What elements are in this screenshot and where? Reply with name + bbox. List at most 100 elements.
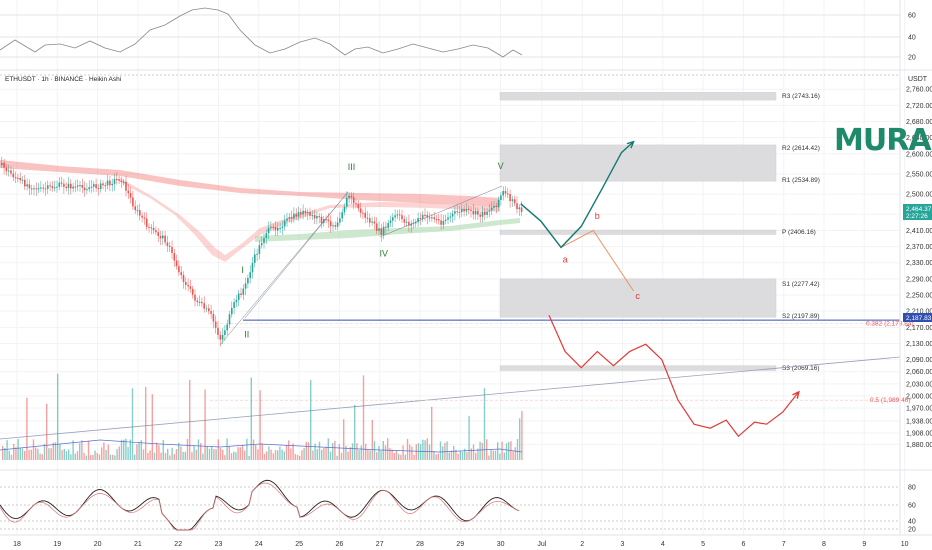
candle-body[interactable] — [157, 232, 159, 237]
candle-body[interactable] — [205, 308, 208, 310]
candle-body[interactable] — [249, 272, 251, 279]
candle-body[interactable] — [412, 223, 415, 225]
candle-body[interactable] — [254, 254, 256, 263]
candle-body[interactable] — [72, 186, 74, 189]
candle-body[interactable] — [474, 210, 477, 215]
candle-body[interactable] — [214, 321, 217, 328]
candle-body[interactable] — [451, 213, 454, 217]
candle-body[interactable] — [465, 208, 468, 212]
candle-body[interactable] — [191, 288, 194, 295]
candle-body[interactable] — [444, 219, 447, 221]
candle-body[interactable] — [467, 208, 470, 210]
candle-body[interactable] — [325, 219, 327, 221]
candle-body[interactable] — [242, 288, 245, 295]
upper-oscillator-line[interactable] — [0, 7, 523, 58]
candle-body[interactable] — [458, 211, 461, 213]
candle-body[interactable] — [272, 226, 274, 228]
candle-body[interactable] — [122, 181, 125, 183]
candle-body[interactable] — [208, 308, 210, 312]
candle-body[interactable] — [1, 162, 3, 165]
candle-body[interactable] — [173, 253, 176, 261]
candle-body[interactable] — [355, 203, 357, 205]
candle-body[interactable] — [58, 182, 61, 187]
candle-body[interactable] — [410, 223, 412, 226]
candle-body[interactable] — [97, 188, 100, 190]
candle-body[interactable] — [247, 278, 249, 284]
candle-body[interactable] — [226, 324, 228, 331]
candle-body[interactable] — [150, 227, 153, 229]
candle-body[interactable] — [463, 208, 465, 212]
candle-body[interactable] — [145, 218, 148, 227]
candle-body[interactable] — [435, 219, 438, 221]
candle-body[interactable] — [164, 235, 166, 243]
candle-body[interactable] — [63, 183, 65, 187]
candle-body[interactable] — [293, 213, 295, 219]
candle-body[interactable] — [37, 188, 40, 190]
candle-body[interactable] — [346, 197, 348, 207]
candle-body[interactable] — [385, 226, 387, 228]
candle-body[interactable] — [490, 207, 493, 211]
candle-body[interactable] — [53, 187, 56, 189]
candle-body[interactable] — [428, 217, 431, 219]
candle-body[interactable] — [7, 170, 10, 172]
candle-body[interactable] — [334, 225, 337, 227]
candle-body[interactable] — [166, 242, 169, 246]
candle-body[interactable] — [152, 227, 155, 231]
candle-body[interactable] — [329, 221, 332, 227]
candle-body[interactable] — [405, 221, 408, 223]
candle-body[interactable] — [171, 246, 173, 254]
candle-body[interactable] — [417, 218, 419, 223]
candle-body[interactable] — [194, 294, 196, 301]
candle-body[interactable] — [116, 179, 118, 181]
candle-body[interactable] — [371, 221, 373, 223]
candle-body[interactable] — [442, 220, 445, 225]
candle-body[interactable] — [495, 205, 498, 208]
candle-body[interactable] — [419, 218, 422, 220]
candle-body[interactable] — [493, 205, 495, 208]
candle-body[interactable] — [81, 184, 84, 188]
candle-body[interactable] — [19, 177, 21, 181]
candle-body[interactable] — [497, 200, 500, 208]
candle-body[interactable] — [136, 210, 139, 212]
candle-body[interactable] — [228, 314, 231, 325]
candle-body[interactable] — [79, 184, 81, 186]
candle-body[interactable] — [198, 301, 201, 303]
candle-body[interactable] — [162, 235, 164, 239]
candle-body[interactable] — [83, 187, 86, 191]
candle-body[interactable] — [309, 211, 311, 216]
candle-body[interactable] — [235, 300, 238, 303]
candle-body[interactable] — [196, 300, 199, 303]
candle-body[interactable] — [5, 167, 8, 172]
candle-body[interactable] — [364, 212, 366, 218]
candle-body[interactable] — [270, 226, 272, 228]
candle-body[interactable] — [472, 210, 475, 215]
candle-body[interactable] — [233, 302, 235, 308]
candle-body[interactable] — [129, 193, 132, 198]
candle-body[interactable] — [300, 212, 302, 215]
candle-body[interactable] — [155, 230, 157, 233]
candle-body[interactable] — [327, 219, 330, 222]
candle-body[interactable] — [449, 216, 452, 218]
candle-body[interactable] — [3, 162, 5, 168]
candle-body[interactable] — [481, 211, 484, 217]
candle-body[interactable] — [65, 186, 67, 189]
candle-body[interactable] — [477, 210, 479, 215]
candle-body[interactable] — [392, 217, 394, 221]
candle-body[interactable] — [281, 226, 284, 228]
candle-body[interactable] — [180, 272, 182, 275]
candle-body[interactable] — [389, 220, 392, 223]
candle-body[interactable] — [265, 233, 268, 238]
candle-body[interactable] — [382, 226, 385, 235]
candle-body[interactable] — [210, 311, 212, 314]
candle-body[interactable] — [109, 180, 111, 186]
candle-body[interactable] — [304, 210, 307, 214]
candle-body[interactable] — [189, 286, 192, 289]
candle-body[interactable] — [461, 208, 463, 212]
candle-body[interactable] — [348, 195, 350, 198]
candle-body[interactable] — [86, 189, 88, 191]
candle-body[interactable] — [132, 197, 134, 207]
candle-body[interactable] — [30, 188, 33, 190]
candle-body[interactable] — [267, 227, 270, 234]
candle-body[interactable] — [357, 204, 360, 209]
